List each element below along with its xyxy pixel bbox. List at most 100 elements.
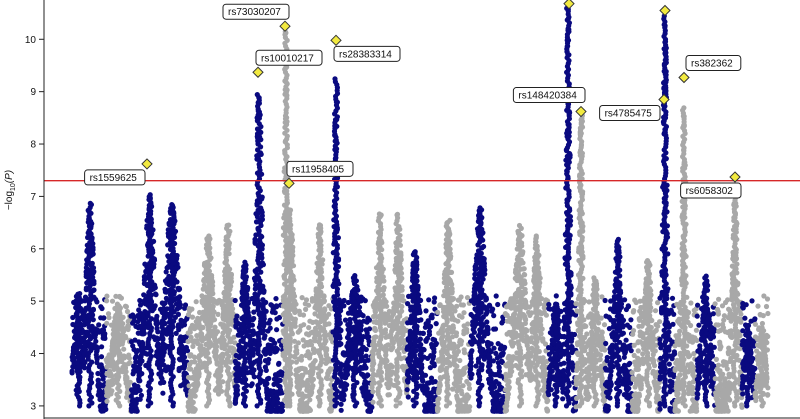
snp-point — [455, 397, 461, 403]
snp-point — [307, 397, 313, 403]
snp-point — [122, 303, 129, 309]
snp-point — [266, 375, 272, 381]
snp-point — [193, 386, 199, 392]
snp-point — [201, 282, 207, 288]
snp-point — [212, 387, 218, 393]
snp-point — [108, 371, 114, 377]
snp-point — [82, 347, 89, 353]
snp-point — [173, 330, 179, 336]
snp-point — [436, 358, 442, 364]
snp-point — [141, 274, 147, 280]
snp-point — [192, 359, 198, 365]
snp-point — [306, 302, 312, 308]
snp-point — [148, 316, 155, 322]
snp-point — [184, 348, 191, 354]
snp-point — [190, 382, 197, 388]
snp-point — [187, 329, 193, 335]
snp-point — [274, 380, 280, 386]
snp-point — [98, 407, 104, 413]
snp-point — [176, 322, 182, 328]
snp-point — [118, 295, 124, 301]
snp-point — [88, 202, 94, 208]
snp-points — [69, 2, 771, 414]
snp-point — [195, 362, 201, 369]
snp-point — [359, 365, 365, 371]
snp-point — [309, 376, 315, 382]
snp-point — [370, 367, 376, 373]
snp-point — [209, 312, 215, 318]
snp-point — [200, 286, 206, 292]
snp-point — [194, 333, 200, 339]
snp-point — [433, 321, 439, 327]
snp-point — [358, 350, 364, 356]
snp-point — [165, 233, 172, 239]
chromosome-2-points — [103, 293, 134, 414]
snp-point — [124, 376, 130, 382]
snp-point — [274, 316, 280, 322]
snp-point — [108, 322, 115, 328]
snp-point — [422, 402, 428, 408]
snp-point — [220, 330, 226, 336]
snp-point — [263, 367, 269, 373]
snp-point — [317, 222, 324, 229]
snp-point — [296, 392, 302, 398]
snp-point — [161, 349, 167, 355]
snp-point — [461, 328, 467, 334]
snp-point — [212, 324, 218, 330]
snp-point — [187, 308, 193, 314]
snp-point — [112, 340, 118, 346]
snp-point — [189, 314, 196, 320]
snp-point — [453, 376, 459, 382]
snp-point — [99, 372, 105, 378]
snp-point — [126, 352, 132, 358]
snp-point — [427, 393, 433, 399]
snp-point — [120, 314, 126, 320]
snp-point — [137, 310, 143, 316]
snp-point — [95, 370, 101, 377]
snp-point — [306, 325, 312, 331]
snp-point — [212, 298, 218, 304]
chromosome-10-points — [434, 217, 473, 414]
snp-point — [105, 311, 112, 317]
snp-point — [385, 368, 391, 374]
snp-point — [137, 323, 143, 329]
snp-point — [308, 362, 315, 368]
snp-point — [385, 333, 392, 340]
snp-point — [417, 342, 424, 348]
snp-point — [342, 386, 349, 392]
snp-point — [493, 293, 499, 299]
snp-point — [188, 397, 194, 403]
snp-point — [105, 381, 111, 387]
snp-point — [133, 359, 139, 365]
snp-point — [181, 361, 188, 367]
snp-point — [142, 261, 148, 267]
snp-point — [104, 364, 110, 370]
snp-point — [300, 312, 307, 318]
snp-point — [303, 306, 309, 312]
snp-point — [276, 370, 282, 376]
snp-point — [429, 315, 435, 321]
snp-point — [177, 336, 183, 342]
snp-point — [214, 361, 220, 367]
snp-point — [69, 370, 75, 376]
snp-point — [323, 353, 329, 359]
snp-point — [104, 298, 110, 304]
snp-point — [438, 376, 444, 382]
snp-point — [423, 308, 429, 314]
snp-point — [341, 303, 347, 309]
snp-point — [296, 308, 302, 314]
snp-point — [179, 344, 185, 350]
snp-point — [232, 340, 238, 346]
snp-point — [215, 372, 221, 378]
chromosome-9-points — [404, 249, 440, 414]
snp-point — [386, 378, 393, 384]
snp-point — [417, 336, 423, 342]
snp-point — [387, 363, 394, 369]
snp-point — [216, 299, 222, 305]
snp-point — [254, 92, 260, 98]
snp-point — [366, 326, 373, 332]
snp-point — [429, 408, 435, 414]
snp-point — [262, 351, 269, 357]
snp-point — [187, 353, 193, 359]
snp-point — [495, 301, 501, 308]
